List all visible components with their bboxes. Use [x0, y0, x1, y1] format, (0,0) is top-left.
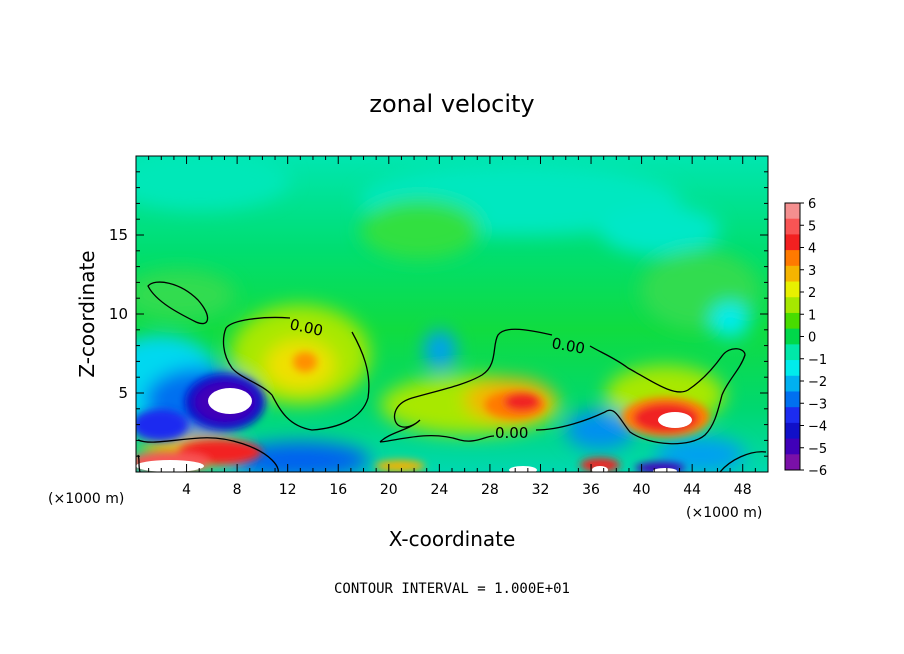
x-tick-label: 16: [329, 482, 347, 498]
x-tick-label: 28: [481, 482, 499, 498]
colorbar-label: −4: [808, 420, 827, 435]
x-axis-label: X-coordinate: [389, 527, 516, 551]
x-tick-label: 4: [182, 482, 191, 498]
colorbar-swatch: [785, 407, 800, 424]
contour-label-3: 0.00: [495, 424, 528, 442]
colorbar-swatch: [785, 281, 800, 298]
x-unit-left: (×1000 m): [48, 491, 124, 507]
colorbar-swatch: [785, 234, 800, 251]
colorbar-label: −2: [808, 375, 827, 390]
colorbar: 6 5 4 3 2 1 0 −1 −2 −3 −4 −5 −6: [784, 197, 827, 479]
x-tick-label: 8: [233, 482, 242, 498]
colorbar-swatch: [785, 203, 800, 220]
x-tick-label: 12: [279, 482, 297, 498]
colorbar-swatch: [785, 391, 800, 408]
colorbar-swatch: [785, 250, 800, 267]
colorbar-swatch: [785, 312, 800, 330]
colorbar-swatch: [785, 344, 800, 361]
heatmap-field: 0.00 0.00 0.00: [136, 156, 768, 472]
x-tick-label: 40: [633, 482, 651, 498]
colorbar-label: −5: [808, 442, 827, 457]
colorbar-swatch: [785, 297, 800, 314]
colorbar-label: 5: [808, 219, 816, 234]
y-axis-label: Z-coordinate: [75, 250, 99, 377]
colorbar-label: 4: [808, 242, 816, 257]
colorbar-swatch: [785, 265, 800, 283]
y-axis-ticks: 5 10 15: [109, 171, 768, 457]
colorbar-swatch: [785, 218, 800, 235]
x-tick-label: 44: [683, 482, 701, 498]
colorbar-swatch: [785, 360, 800, 377]
x-tick-label: 32: [532, 482, 550, 498]
x-axis-ticks: 4 8 12 16 20 24 28 32 36 40 44 48: [148, 156, 756, 498]
colorbar-label: 2: [808, 286, 816, 301]
colorbar-label: −3: [808, 397, 827, 412]
contour-interval-note: CONTOUR INTERVAL = 1.000E+01: [334, 581, 570, 597]
colorbar-swatch: [785, 422, 800, 440]
colorbar-swatch: [785, 454, 800, 471]
colorbar-label: 0: [808, 331, 816, 346]
colorbar-swatch: [785, 375, 800, 392]
colorbar-label: 1: [808, 308, 816, 323]
colorbar-label: −1: [808, 353, 827, 368]
x-tick-label: 24: [430, 482, 448, 498]
y-tick-label: 10: [109, 305, 128, 323]
y-tick-label: 15: [109, 226, 128, 244]
x-tick-label: 48: [734, 482, 752, 498]
x-unit-right: (×1000 m): [686, 505, 762, 521]
colorbar-label: 3: [808, 264, 816, 279]
y-tick-label: 5: [118, 384, 128, 402]
x-tick-label: 20: [380, 482, 398, 498]
colorbar-label: −6: [808, 464, 827, 479]
colorbar-swatch: [785, 328, 800, 345]
chart-title: zonal velocity: [369, 90, 534, 118]
contour-label-2: 0.00: [550, 334, 586, 358]
colorbar-label: 6: [808, 197, 816, 212]
x-tick-label: 36: [582, 482, 600, 498]
colorbar-swatch: [785, 438, 800, 455]
